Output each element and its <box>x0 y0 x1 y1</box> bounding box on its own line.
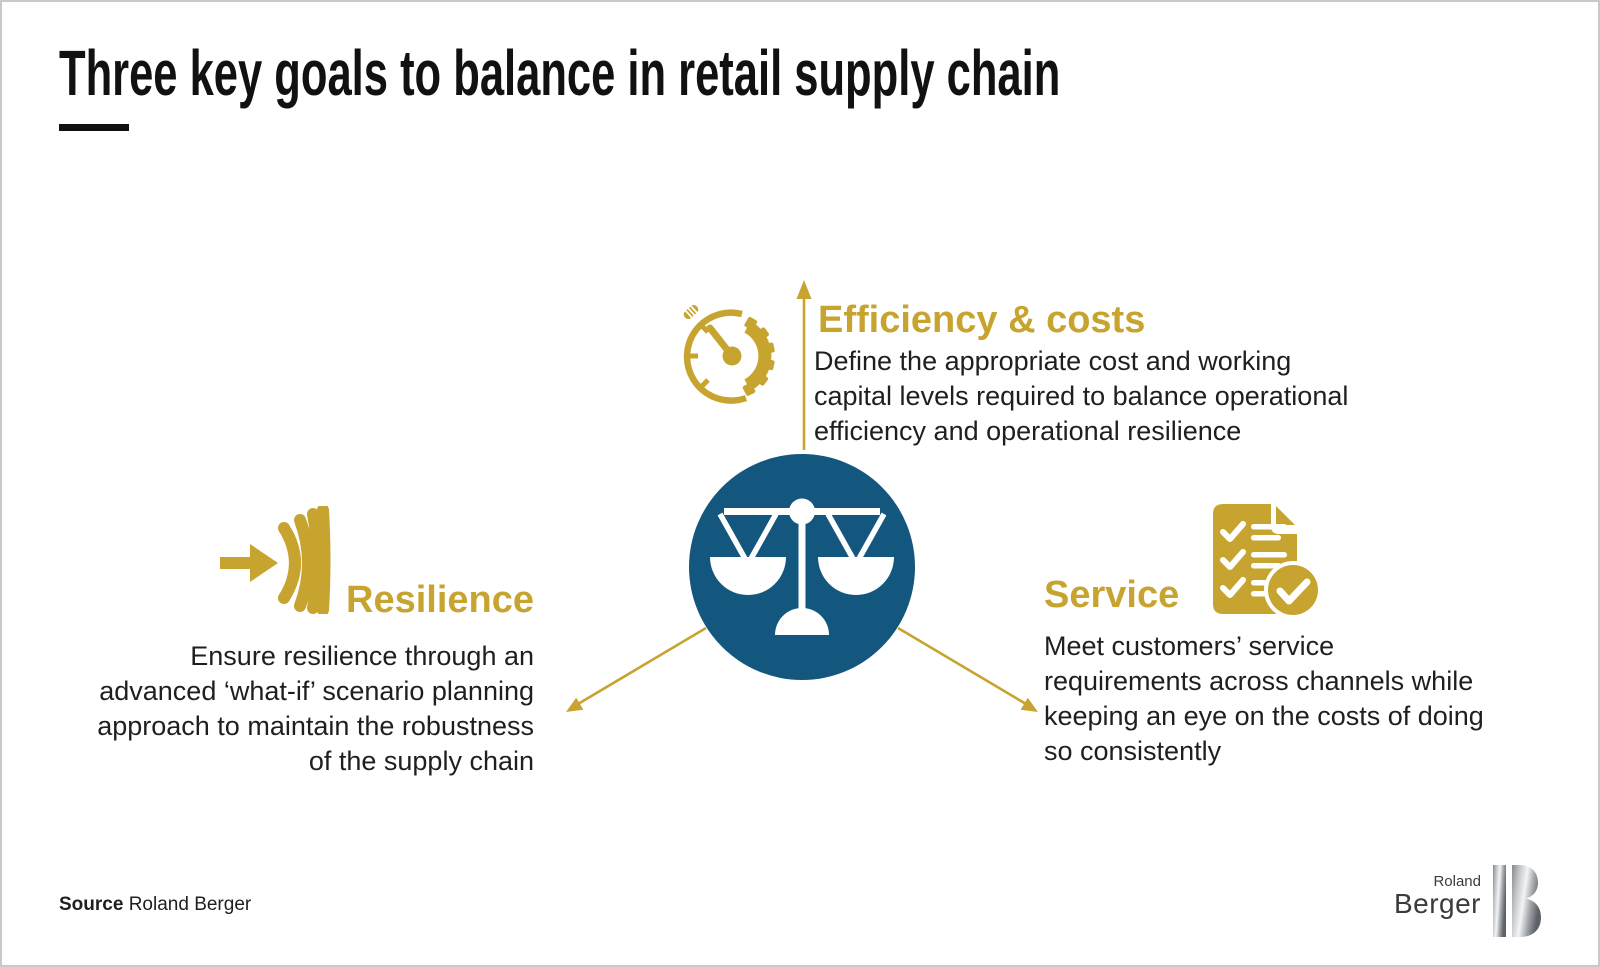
logo-berger-text: Berger <box>1393 888 1481 919</box>
source-note: Source Roland Berger <box>59 894 251 916</box>
resilience-heading: Resilience <box>346 579 534 621</box>
source-label: Source <box>59 894 124 915</box>
arrow-to-service <box>897 626 1038 712</box>
impact-absorption-icon <box>220 506 331 614</box>
efficiency-description: Define the appropriate cost and working … <box>814 346 1349 446</box>
rb-b-monogram-icon <box>1493 865 1541 937</box>
checklist-check-icon <box>1213 504 1322 619</box>
efficiency-heading: Efficiency & costs <box>818 299 1146 341</box>
logo-wordmark: Roland Berger <box>1394 874 1481 918</box>
source-value: Roland Berger <box>128 894 252 915</box>
service-heading: Service <box>1044 574 1180 616</box>
logo-roland-text: Roland <box>1433 873 1481 890</box>
arrow-up-to-efficiency <box>796 280 812 450</box>
gauge-gear-icon <box>683 304 775 404</box>
balance-scale-icon <box>689 454 915 680</box>
page-title: Three key goals to balance in retail sup… <box>59 37 1061 109</box>
service-description: Meet customers’ service requirements acr… <box>1044 631 1484 766</box>
arrow-to-resilience <box>566 626 707 712</box>
resilience-description: Ensure resilience through an advanced ‘w… <box>97 641 534 776</box>
title-underline <box>59 124 129 131</box>
